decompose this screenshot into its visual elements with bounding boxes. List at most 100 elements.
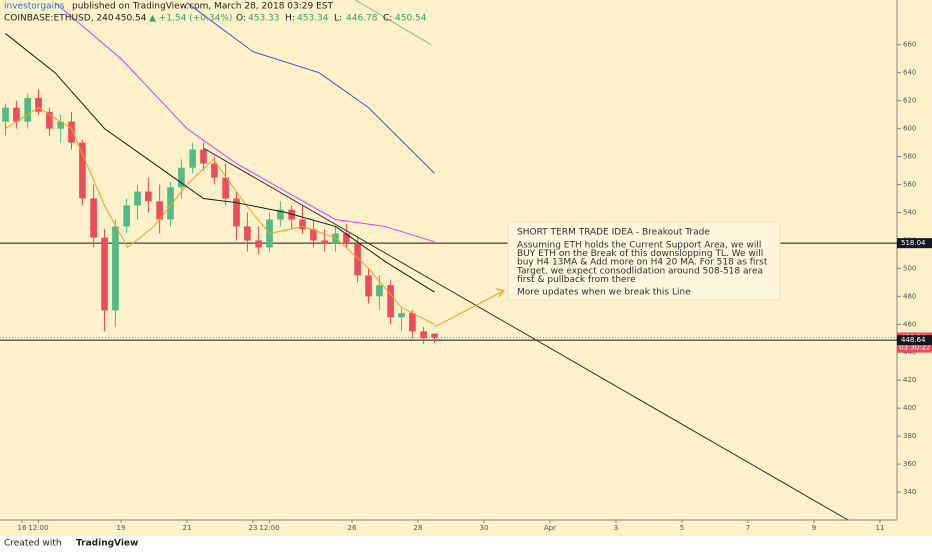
line [5, 107, 435, 325]
created-with: Created with [4, 539, 62, 549]
x-tick-label: 26 [348, 524, 357, 532]
candle-body [90, 198, 97, 238]
candle-body [167, 187, 174, 220]
y-tick-label: 400 [903, 404, 916, 412]
arrow-head [495, 288, 505, 298]
candle-body [145, 191, 152, 202]
y-tick-label: 600 [903, 125, 916, 133]
candle-body [112, 226, 119, 311]
candle-body [431, 333, 438, 338]
candle-body [299, 219, 306, 230]
y-tick-label: 480 [903, 292, 916, 300]
price-tag-label: 448.64 [901, 336, 926, 344]
background [0, 0, 932, 536]
candle-body [211, 163, 218, 178]
candle-body [189, 149, 196, 168]
candle-body [233, 198, 240, 227]
ohlc-value: 453.34 [297, 14, 329, 24]
annotation-box [507, 221, 781, 301]
x-tick-label: 12:00 [259, 524, 279, 532]
x-tick-label: 7 [746, 524, 750, 532]
x-tick-label: 11 [876, 524, 885, 532]
candle-body [409, 313, 416, 332]
author: investorgains [4, 2, 65, 12]
y-tick-label: 620 [903, 97, 916, 105]
y-tick-label: 460 [903, 320, 916, 328]
price-tag [897, 335, 932, 346]
annotation-line: first & pullback from there [517, 275, 636, 285]
y-tick-label: 500 [903, 264, 916, 272]
candle-body [365, 275, 372, 297]
plot [0, 0, 897, 521]
line [355, 0, 432, 46]
countdown: 03:30:22 [899, 344, 930, 352]
ohlc-label: H: [285, 14, 295, 24]
y-tick-label: 660 [903, 41, 916, 49]
countdown-tag [897, 342, 932, 353]
x-tick-label: 28 [414, 524, 423, 532]
line [54, 2, 435, 243]
line [5, 33, 435, 293]
y-tick-label: 360 [903, 460, 916, 468]
y-tick-label: 580 [903, 153, 916, 161]
candle-body [79, 142, 86, 199]
line [434, 290, 505, 328]
candle-body [68, 121, 75, 143]
candle-body [24, 97, 31, 122]
change: ▲ +1.54 (+0.34%) [149, 14, 232, 24]
x-tick-label: 5 [680, 524, 684, 532]
candle-body [35, 97, 42, 112]
y-tick-label: 640 [903, 69, 916, 77]
brand: TradingView [76, 539, 138, 549]
last-price: 450.54 [115, 14, 147, 24]
x-tick-label: 12:00 [28, 524, 48, 532]
y-tick-label: 420 [903, 376, 916, 384]
candle-body [321, 240, 328, 244]
candle-body [2, 107, 9, 122]
annotation-title: SHORT TERM TRADE IDEA - Breakout Trade [517, 228, 710, 238]
y-tick-label: 540 [903, 208, 916, 216]
candle-body [57, 121, 64, 129]
x-tick-label: 30 [480, 524, 489, 532]
candle-body [376, 285, 383, 297]
footer-bar [0, 536, 932, 550]
ohlc-label: C: [383, 14, 392, 24]
symbol: COINBASE:ETHUSD, 240 [4, 14, 114, 24]
candle-body [354, 243, 361, 276]
candle-body [277, 209, 284, 220]
annotation-line: Assuming ETH holds the Current Support A… [517, 241, 761, 251]
candle-body [398, 313, 405, 318]
candle-body [420, 331, 427, 339]
x-tick-label: Apr [544, 524, 556, 532]
annotation-lines: Assuming ETH holds the Current Support A… [516, 241, 768, 285]
annotation-line: buy H4 13MA & Add more on H4 20 MA. For … [517, 258, 768, 268]
candle-body [178, 167, 185, 188]
candle-body [200, 149, 207, 164]
x-tick-label: 21 [183, 524, 192, 532]
ohlc-label: L: [334, 14, 342, 24]
line [203, 147, 849, 521]
ohlc-value: 453.33 [248, 14, 280, 24]
candle-body [343, 233, 350, 244]
published: published on TradingView.com, March 28, … [72, 2, 333, 12]
candle-body [387, 285, 394, 318]
candle-body [310, 229, 317, 241]
ohlc-value: 450.54 [395, 14, 427, 24]
price-tag-label: 518.04 [901, 239, 926, 247]
ohlc-value: 446.78 [346, 14, 378, 24]
candle-body [222, 177, 229, 199]
candle-body [244, 226, 251, 241]
candle-body [332, 233, 339, 244]
candle-body [13, 107, 20, 122]
price-tag [897, 238, 932, 249]
annotation-line: BUY ETH on the Break of this downsloppin… [517, 249, 763, 259]
candle-body [134, 191, 141, 206]
x-tick-label: 3 [614, 524, 618, 532]
line [186, 2, 435, 174]
candle-body [255, 240, 262, 248]
ohlc-label: O: [236, 14, 246, 24]
candle-body [101, 237, 108, 311]
y-tick-label: 380 [903, 432, 916, 440]
candle-body [46, 111, 53, 129]
y-tick-label: 340 [903, 488, 916, 496]
